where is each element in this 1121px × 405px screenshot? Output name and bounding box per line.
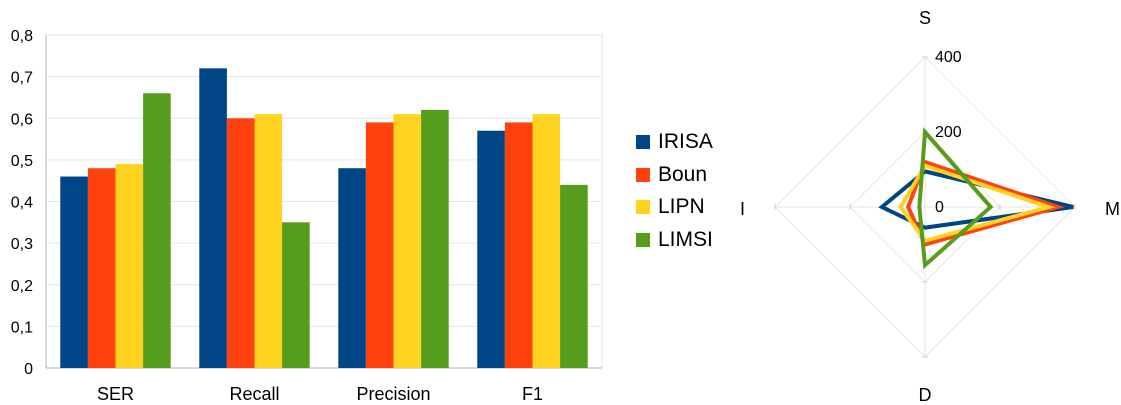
bar-lipn-ser bbox=[115, 164, 144, 368]
radar-tick-label: 200 bbox=[935, 124, 962, 141]
bar-irisa-precision bbox=[338, 168, 366, 368]
legend-item-lipn: LIPN bbox=[636, 191, 713, 224]
bar-boun-ser bbox=[87, 168, 116, 368]
radar-chart-series bbox=[878, 127, 1074, 270]
legend-label: LIMSI bbox=[658, 227, 713, 251]
bar-limsi-f1 bbox=[560, 184, 588, 368]
radar-series-lipn bbox=[898, 163, 1056, 244]
radar-chart-labels: 0 200 400 S M D I bbox=[740, 8, 1120, 405]
legend-swatch bbox=[636, 167, 650, 182]
legend-label: Boun bbox=[658, 162, 708, 186]
radar-axis-label-m: M bbox=[1105, 199, 1120, 219]
y-tick-label: 0,7 bbox=[11, 70, 33, 87]
legend-swatch bbox=[636, 135, 650, 150]
y-tick-label: 0,5 bbox=[11, 153, 33, 170]
y-tick-label: 0 bbox=[24, 361, 33, 378]
x-tick-label: SER bbox=[97, 384, 134, 404]
legend-label: LIPN bbox=[658, 195, 705, 219]
radar-axis-label-i: I bbox=[740, 199, 745, 219]
legend-item-limsi: LIMSI bbox=[636, 224, 713, 257]
bar-chart-y-tick-labels: 0 0,1 0,2 0,3 0,4 0,5 0,6 0,7 0,8 bbox=[11, 28, 33, 378]
legend-item-boun: Boun bbox=[636, 159, 713, 192]
radar-tick-label: 0 bbox=[935, 199, 944, 216]
bar-boun-precision bbox=[365, 122, 394, 368]
radar-chart: 0 200 400 S M D I bbox=[740, 8, 1120, 405]
y-tick-label: 0,3 bbox=[11, 236, 33, 253]
chart-legend: IRISA Boun LIPN LIMSI bbox=[636, 126, 713, 256]
bar-lipn-recall bbox=[254, 114, 283, 369]
bar-limsi-ser bbox=[143, 93, 171, 369]
radar-series-limsi bbox=[917, 127, 994, 270]
bar-irisa-f1 bbox=[477, 130, 505, 368]
y-tick-label: 0,2 bbox=[11, 278, 33, 295]
y-tick-label: 0,4 bbox=[11, 195, 33, 212]
radar-axis-label-s: S bbox=[919, 8, 931, 28]
bar-chart-x-tick-labels: SER Recall Precision F1 bbox=[97, 384, 543, 404]
legend-swatch bbox=[636, 200, 650, 215]
y-tick-label: 0,1 bbox=[11, 319, 33, 336]
legend-item-irisa: IRISA bbox=[636, 126, 713, 159]
bar-lipn-precision bbox=[393, 114, 422, 369]
radar-tick-label: 400 bbox=[935, 49, 962, 66]
bar-chart-bars bbox=[60, 68, 588, 369]
bar-boun-f1 bbox=[504, 122, 533, 368]
y-tick-label: 0,8 bbox=[11, 28, 33, 45]
bar-irisa-ser bbox=[60, 176, 88, 368]
x-tick-label: Precision bbox=[356, 384, 430, 404]
bar-boun-recall bbox=[226, 118, 255, 368]
legend-swatch bbox=[636, 232, 650, 247]
bar-limsi-precision bbox=[421, 109, 449, 369]
radar-axis-label-d: D bbox=[919, 385, 932, 405]
bar-lipn-f1 bbox=[532, 114, 561, 369]
legend-label: IRISA bbox=[658, 130, 713, 154]
bar-limsi-recall bbox=[282, 222, 310, 368]
radar-chart-grid bbox=[774, 56, 1076, 358]
bar-irisa-recall bbox=[199, 68, 227, 369]
x-tick-label: F1 bbox=[522, 384, 543, 404]
bar-chart: 0 0,1 0,2 0,3 0,4 0,5 0,6 0,7 0,8 SER Recall Preci… bbox=[11, 28, 603, 404]
y-tick-label: 0,6 bbox=[11, 111, 33, 128]
x-tick-label: Recall bbox=[229, 384, 279, 404]
